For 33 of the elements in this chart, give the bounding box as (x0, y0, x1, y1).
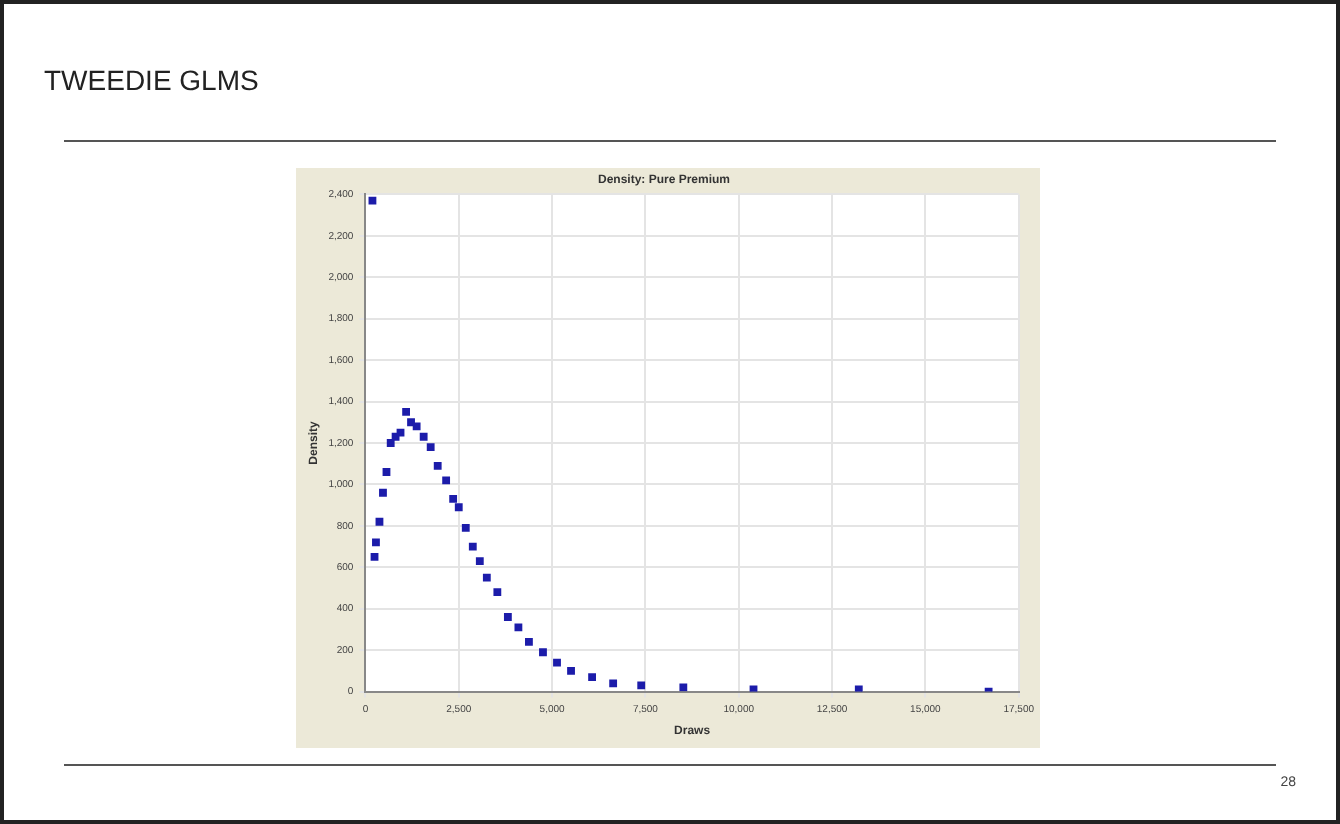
point (679, 683, 688, 692)
point (525, 637, 533, 646)
point (493, 588, 502, 597)
point (368, 196, 377, 205)
point (637, 681, 646, 690)
point (553, 658, 561, 667)
point (461, 524, 470, 532)
point (375, 517, 384, 526)
point (372, 538, 380, 547)
point (396, 428, 405, 437)
point (433, 461, 442, 470)
point (454, 503, 463, 512)
point (468, 542, 477, 551)
point (370, 553, 379, 561)
point (514, 623, 523, 632)
point (426, 443, 435, 452)
point (588, 673, 597, 682)
point (449, 495, 458, 503)
point (402, 408, 411, 416)
point (567, 666, 575, 675)
point (539, 648, 547, 657)
point (503, 613, 512, 621)
point (609, 679, 618, 688)
text: TWEEDIE GLMS (44, 64, 259, 96)
point (442, 476, 451, 485)
point (382, 468, 391, 476)
point (482, 573, 491, 582)
point (412, 422, 421, 431)
point (407, 418, 415, 427)
point (379, 488, 387, 497)
point (386, 439, 395, 447)
point (475, 557, 484, 565)
point (419, 432, 428, 441)
